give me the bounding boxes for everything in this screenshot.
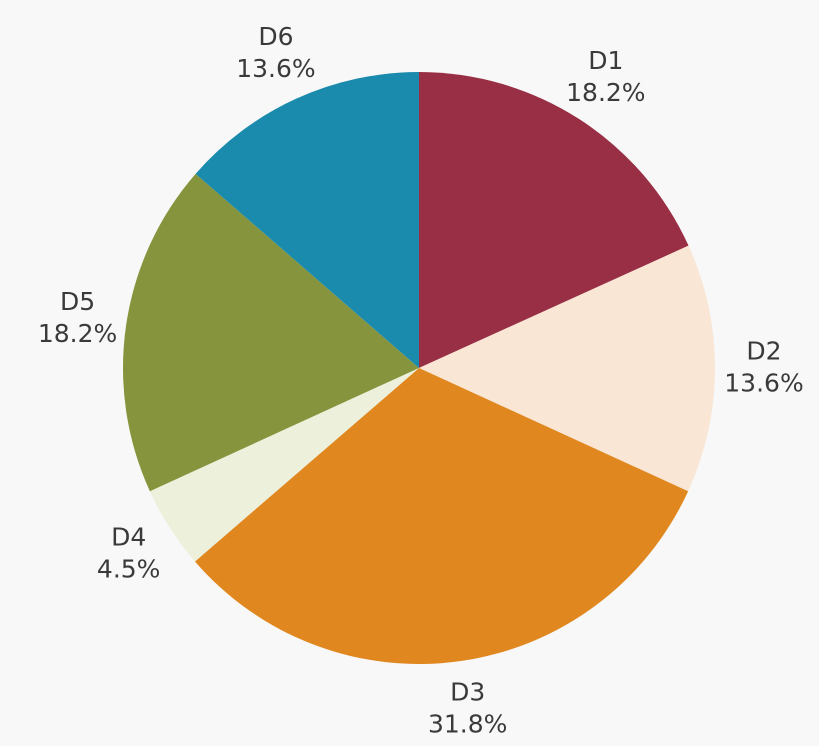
slice-value-label: 13.6% [724,369,803,398]
slice-value-label: 4.5% [97,554,161,583]
pie-slice [149,368,419,562]
slice-label: D4 [111,522,146,551]
slice-value-label: 18.2% [566,78,645,107]
slice-label: D5 [60,287,95,316]
pie-slice [419,245,715,492]
slice-value-label: 31.8% [428,710,507,739]
pie-slice [194,368,689,664]
pie-slice [123,173,420,492]
pie-slice [419,72,689,368]
slice-value-label: 18.2% [38,319,117,348]
slice-label: D1 [588,46,623,75]
slice-label: D6 [258,22,293,51]
pie-slice [195,72,419,368]
slice-label: D3 [450,678,485,707]
slice-value-label: 13.6% [236,54,315,83]
slice-label: D2 [746,337,781,366]
